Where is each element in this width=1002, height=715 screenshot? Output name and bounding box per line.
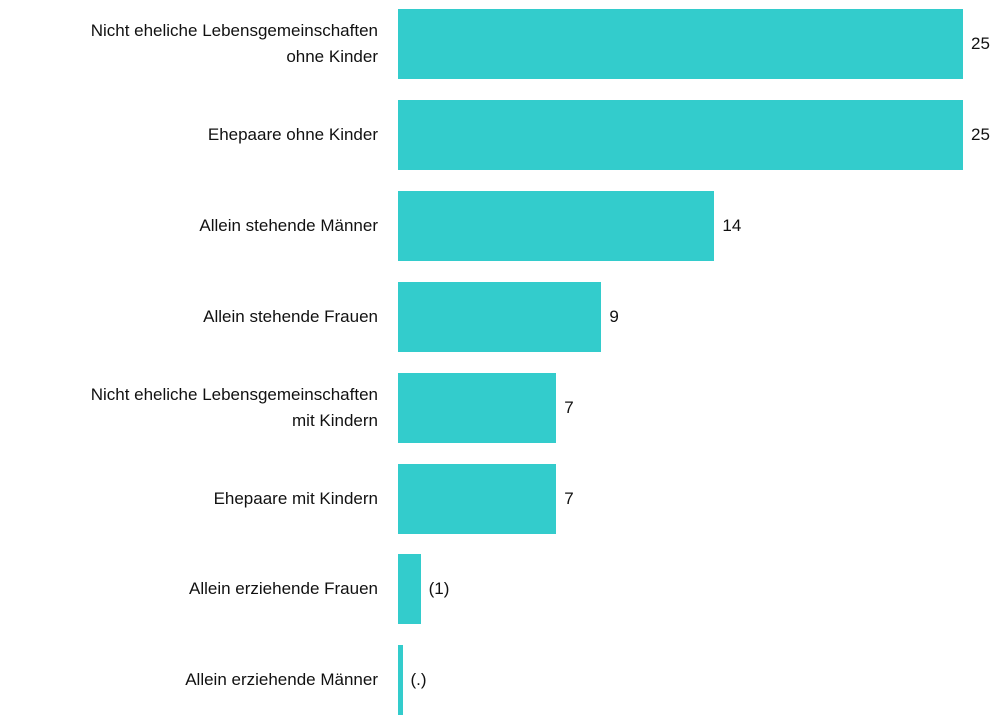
bar	[398, 463, 557, 534]
category-label: Ehepaare mit Kindern	[213, 488, 378, 508]
value-label: 25	[971, 124, 990, 144]
category-label: Nicht eheliche Lebensgemeinschaften mit …	[90, 384, 378, 430]
value-label: 7	[564, 488, 574, 508]
category-label: Nicht eheliche Lebensgemeinschaften ohne…	[90, 21, 378, 66]
bar	[398, 190, 715, 261]
bar	[398, 99, 963, 170]
value-label: 14	[722, 215, 742, 235]
category-label: Allein erziehende Männer	[185, 670, 378, 690]
category-label: Ehepaare ohne Kinder	[207, 124, 378, 144]
bar	[398, 9, 963, 79]
category-label: Allein erziehende Frauen	[188, 579, 378, 599]
bar	[398, 281, 602, 352]
bar	[398, 645, 403, 715]
category-label: Allein stehende Männer	[199, 215, 378, 235]
bar	[398, 372, 557, 443]
value-label: 7	[564, 397, 574, 417]
value-label: 25	[971, 34, 990, 53]
value-label: 9	[609, 306, 619, 326]
value-label: (1)	[428, 579, 450, 599]
category-label: Allein stehende Frauen	[203, 306, 378, 326]
value-label: (.)	[410, 670, 427, 690]
bar	[398, 554, 421, 625]
